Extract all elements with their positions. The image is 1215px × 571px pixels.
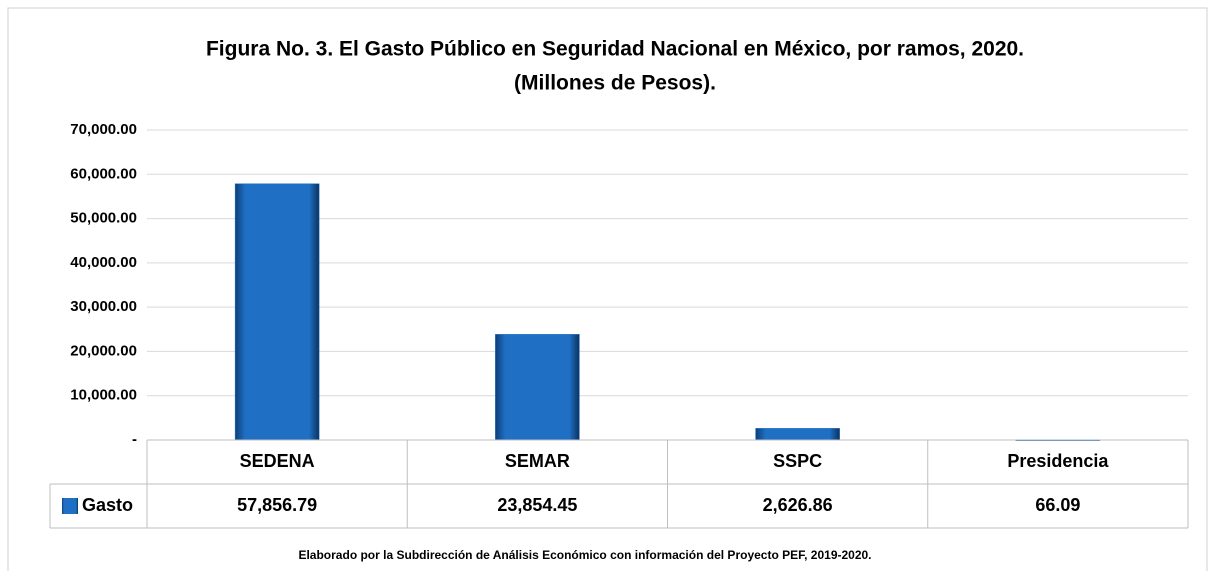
y-tick-label: 70,000.00 (70, 121, 137, 138)
x-tick-label: SEMAR (505, 451, 570, 471)
chart-title: Figura No. 3. El Gasto Público en Seguri… (206, 38, 1024, 61)
y-tick-label: 40,000.00 (70, 254, 137, 271)
y-tick-label: 50,000.00 (70, 210, 137, 227)
y-tick-label: 60,000.00 (70, 165, 137, 182)
table-value: 23,854.45 (497, 495, 577, 515)
table-value: 57,856.79 (237, 495, 317, 515)
bar (234, 183, 320, 441)
table-value: 2,626.86 (763, 495, 833, 515)
chart-subtitle: (Millones de Pesos). (514, 72, 716, 95)
legend-label: Gasto (82, 495, 133, 515)
x-tick-label: SSPC (773, 451, 822, 471)
y-tick-label: 20,000.00 (70, 342, 137, 359)
y-tick-label: 30,000.00 (70, 298, 137, 315)
footnote: Elaborado por la Subdirección de Análisi… (298, 548, 871, 562)
chart-border (7, 7, 1208, 571)
legend-key (62, 498, 78, 514)
x-tick-label: SEDENA (240, 451, 315, 471)
table-value: 66.09 (1035, 495, 1080, 515)
y-tick-label: 10,000.00 (70, 387, 137, 404)
x-tick-label: Presidencia (1007, 451, 1109, 471)
bar (755, 428, 840, 441)
y-tick-label: - (132, 431, 137, 448)
bar (495, 334, 580, 441)
